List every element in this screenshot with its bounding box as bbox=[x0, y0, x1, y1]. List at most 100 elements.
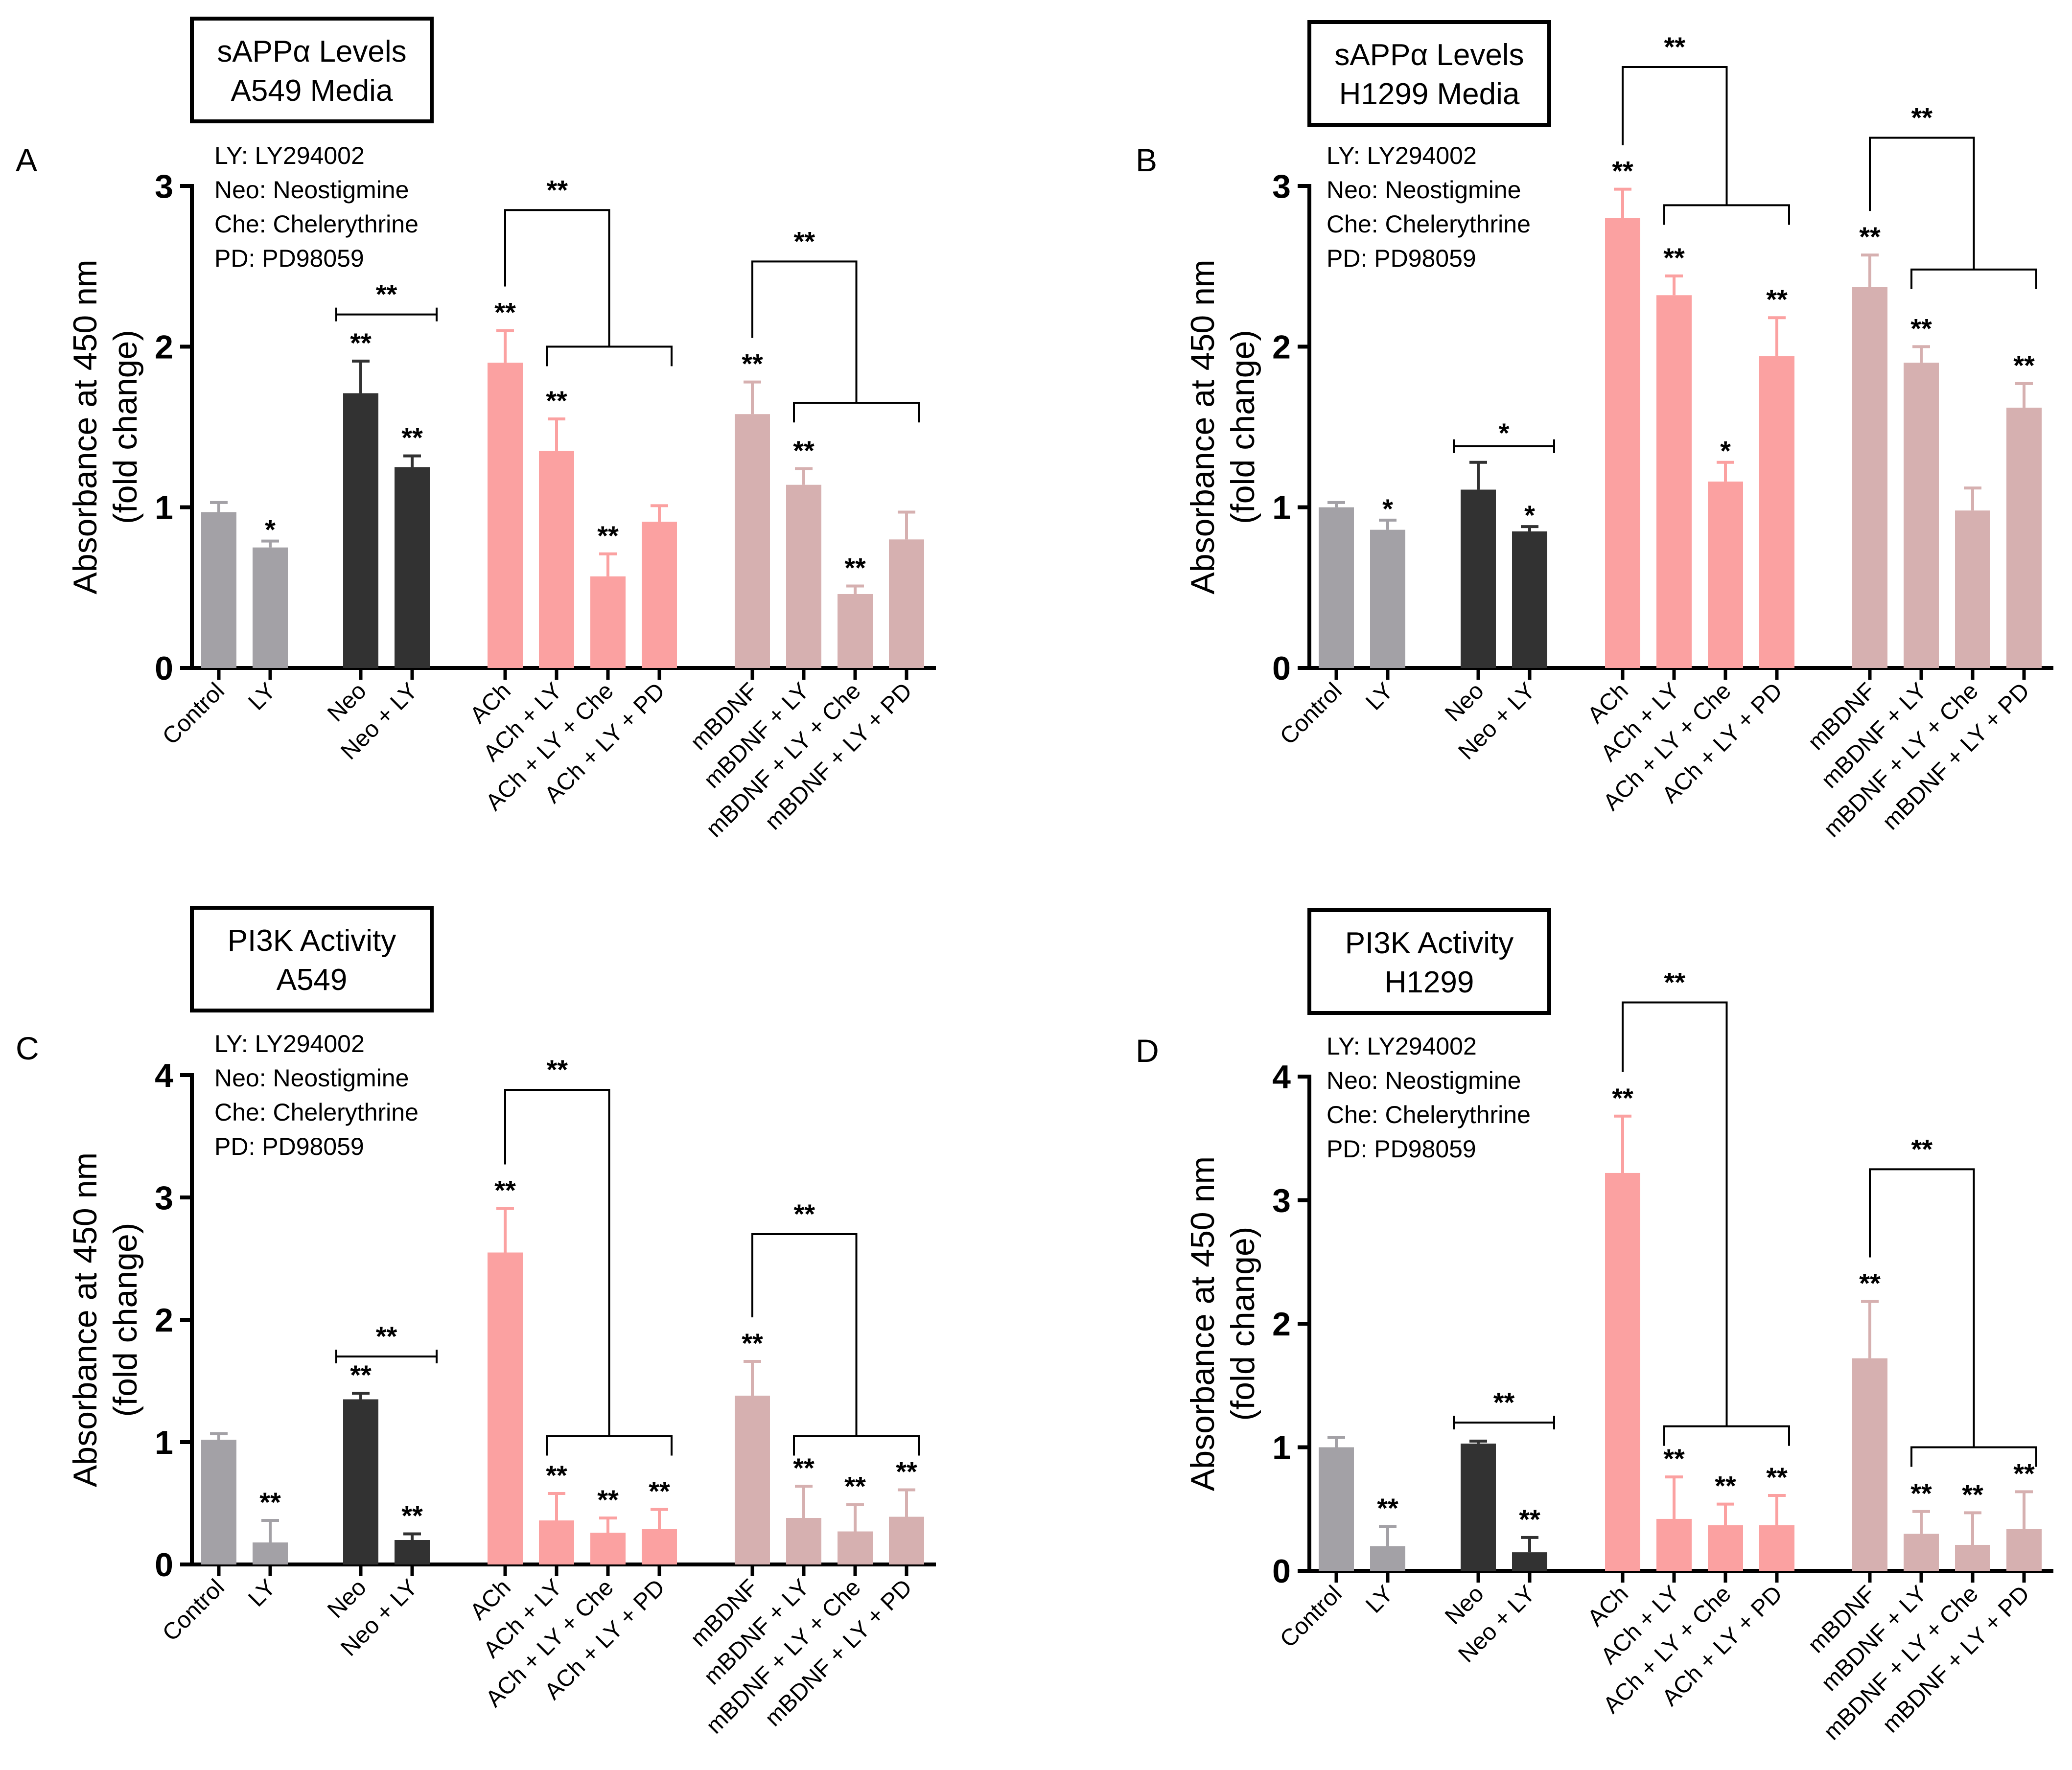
bar bbox=[488, 363, 523, 668]
comparison-bracket bbox=[1869, 137, 1975, 270]
bar bbox=[735, 1396, 770, 1564]
significance-marker: ** bbox=[1612, 1082, 1633, 1113]
bar bbox=[642, 522, 677, 668]
y-axis-label: (fold change) bbox=[107, 1223, 144, 1417]
chart-panel-d: D PI3K Activity H1299 LY: LY294002 Neo: Neos… bbox=[1136, 908, 2053, 1745]
significance-marker: ** bbox=[1962, 1479, 1983, 1510]
bar bbox=[539, 1520, 574, 1564]
y-axis-label: (fold change) bbox=[1224, 330, 1261, 524]
bar bbox=[642, 1529, 677, 1564]
significance-marker: ** bbox=[844, 552, 866, 583]
bar bbox=[1370, 1546, 1405, 1571]
bar bbox=[488, 1252, 523, 1564]
legend-abbreviation: Che: Chelerythrine bbox=[214, 1099, 419, 1126]
chart-title-line: sAPPα Levels bbox=[217, 35, 406, 69]
legend-abbreviation: PD: PD98059 bbox=[214, 245, 364, 272]
title-box bbox=[190, 17, 434, 123]
bracket-label: ** bbox=[1911, 102, 1932, 133]
bracket-label: ** bbox=[1664, 31, 1685, 62]
significance-marker: * bbox=[1524, 500, 1535, 530]
comparison-bracket bbox=[793, 402, 920, 423]
bracket-label: ** bbox=[793, 1198, 815, 1229]
significance-marker: * bbox=[1382, 493, 1393, 524]
bar bbox=[1904, 363, 1939, 668]
y-tick-label: 3 bbox=[1272, 1182, 1291, 1219]
bar bbox=[735, 414, 770, 668]
significance-marker: ** bbox=[597, 520, 619, 551]
chart-title-line: sAPPα Levels bbox=[1334, 38, 1524, 72]
legend-abbreviation: Che: Chelerythrine bbox=[214, 210, 419, 238]
bracket-label: ** bbox=[546, 174, 568, 205]
bar bbox=[1512, 531, 1547, 668]
chart-title-line: A549 Media bbox=[231, 74, 393, 108]
significance-marker: ** bbox=[742, 348, 763, 379]
significance-marker: ** bbox=[1663, 1443, 1685, 1474]
y-axis-label: Absorbance at 450 nm bbox=[67, 1152, 104, 1487]
significance-marker: ** bbox=[1663, 242, 1685, 273]
legend-abbreviation: PD: PD98059 bbox=[214, 1133, 364, 1160]
bar bbox=[2006, 1529, 2042, 1571]
x-tick-label: Control bbox=[158, 1574, 230, 1646]
bar bbox=[1512, 1552, 1547, 1571]
bar bbox=[2006, 408, 2042, 668]
y-tick-label: 3 bbox=[155, 1179, 173, 1217]
comparison-bracket bbox=[1622, 1001, 1728, 1426]
significance-marker: ** bbox=[546, 385, 567, 416]
y-tick-label: 0 bbox=[1272, 1553, 1291, 1590]
significance-marker: ** bbox=[401, 422, 423, 453]
significance-marker: ** bbox=[401, 1500, 423, 1531]
legend-abbreviation: Neo: Neostigmine bbox=[1327, 176, 1521, 204]
significance-marker: ** bbox=[742, 1328, 763, 1358]
legend-abbreviation: PD: PD98059 bbox=[1327, 1135, 1476, 1163]
bar bbox=[838, 1531, 873, 1564]
y-axis-label: Absorbance at 450 nm bbox=[1184, 1156, 1221, 1491]
bar bbox=[1461, 1443, 1496, 1571]
significance-marker: ** bbox=[844, 1471, 866, 1502]
x-tick-label: LY bbox=[243, 1574, 280, 1611]
significance-marker: ** bbox=[1766, 1462, 1788, 1493]
significance-marker: ** bbox=[1910, 313, 1932, 344]
comparison-bracket bbox=[1869, 1168, 1975, 1448]
x-tick-label: Control bbox=[1275, 1581, 1347, 1653]
bar bbox=[343, 393, 378, 668]
y-tick-label: 0 bbox=[1272, 650, 1291, 687]
bar bbox=[253, 1542, 288, 1564]
significance-marker: ** bbox=[350, 327, 372, 358]
chart-title-line: H1299 Media bbox=[1339, 77, 1520, 111]
bar bbox=[1319, 507, 1354, 668]
legend-abbreviation: Che: Chelerythrine bbox=[1327, 1101, 1531, 1128]
significance-marker: ** bbox=[1377, 1493, 1398, 1523]
bracket-label: ** bbox=[546, 1054, 568, 1085]
y-axis-label: Absorbance at 450 nm bbox=[1184, 259, 1221, 594]
y-tick-label: 3 bbox=[155, 168, 173, 205]
significance-marker: ** bbox=[1910, 1478, 1932, 1509]
y-tick-label: 1 bbox=[1272, 489, 1291, 527]
y-tick-label: 2 bbox=[1272, 328, 1291, 366]
legend-abbreviation: LY: LY294002 bbox=[1327, 1033, 1477, 1060]
y-tick-label: 2 bbox=[155, 328, 173, 366]
bar bbox=[201, 1440, 236, 1564]
significance-marker: ** bbox=[259, 1487, 281, 1517]
bar bbox=[1656, 1518, 1692, 1571]
comparison-bracket bbox=[504, 209, 610, 347]
y-tick-label: 2 bbox=[1272, 1306, 1291, 1343]
comparison-bracket bbox=[504, 1089, 610, 1436]
y-tick-label: 0 bbox=[155, 1546, 173, 1584]
bar bbox=[786, 484, 821, 668]
bar bbox=[201, 512, 236, 668]
legend-abbreviation: Neo: Neostigmine bbox=[214, 1064, 409, 1092]
bar bbox=[1461, 489, 1496, 668]
bracket-label: ** bbox=[376, 279, 397, 310]
bar bbox=[1904, 1534, 1939, 1571]
chart-title-line: PI3K Activity bbox=[228, 924, 396, 958]
chart-panel-c: C PI3K Activity A549 LY: LY294002 Neo: Neost… bbox=[16, 906, 936, 1739]
significance-marker: ** bbox=[494, 297, 516, 328]
title-box bbox=[1307, 20, 1551, 127]
significance-marker: * bbox=[1720, 436, 1731, 466]
legend-abbreviation: LY: LY294002 bbox=[1327, 142, 1477, 169]
bracket-label: ** bbox=[376, 1321, 397, 1352]
comparison-bracket bbox=[751, 1233, 858, 1436]
panel-label: A bbox=[16, 142, 37, 178]
